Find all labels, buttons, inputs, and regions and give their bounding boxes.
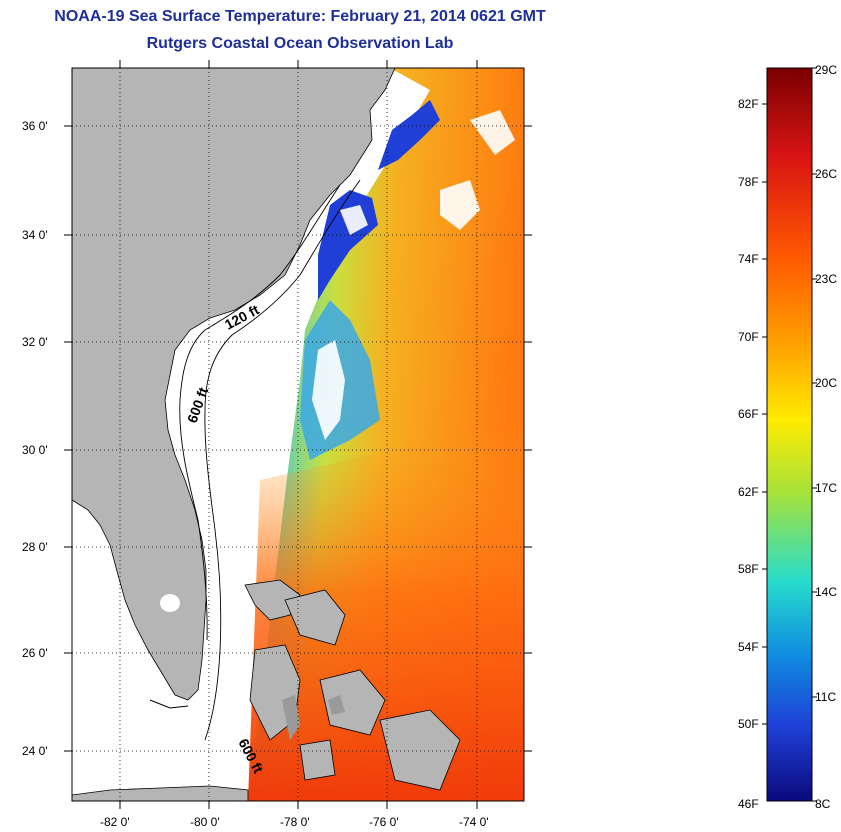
lat-label: 36 0': [22, 119, 48, 133]
lon-label: -82 0': [100, 815, 130, 829]
map-title: NOAA-19 Sea Surface Temperature: Februar…: [54, 8, 546, 25]
cloud-patches: [312, 110, 515, 440]
lat-label: 32 0': [22, 335, 48, 349]
colorbar: [766, 67, 813, 802]
colorbar-c-label: 23C: [815, 272, 837, 286]
lon-label: -76 0': [369, 815, 399, 829]
lon-label: -78 0': [280, 815, 310, 829]
colorbar-c-label: 8C: [815, 797, 831, 811]
colorbar-c-label: 26C: [815, 167, 837, 181]
lat-label: 26 0': [22, 646, 48, 660]
lon-label: -80 0': [190, 815, 220, 829]
colorbar-f-ticks: [762, 67, 817, 802]
lon-label: -74 0': [459, 815, 489, 829]
colorbar-c-label: 20C: [815, 376, 837, 390]
lat-label: 28 0': [22, 540, 48, 554]
sst-swath-south: [248, 420, 524, 801]
colorbar-f-label: 54F: [738, 640, 759, 654]
colorbar-f-label: 58F: [738, 562, 759, 576]
contour-120ft: [179, 184, 341, 641]
land-southeast-us: [72, 68, 396, 701]
colorbar-f-label: 46F: [738, 797, 759, 811]
colorbar-f-label: 74F: [738, 252, 759, 266]
colorbar-c-label: 17C: [815, 481, 837, 495]
cold-shelf-water: [318, 100, 440, 300]
land-cuba: [72, 785, 249, 801]
lat-label: 30 0': [22, 443, 48, 457]
contour-600ft: [204, 179, 361, 741]
tick-marks: [64, 60, 532, 809]
florida-keys: [149, 699, 189, 709]
lake-okeechobee: [160, 594, 180, 612]
colorbar-f-label: 82F: [738, 97, 759, 111]
lat-label: 24 0': [22, 744, 48, 758]
colorbar-f-label: 66F: [738, 407, 759, 421]
colorbar-f-label: 50F: [738, 717, 759, 731]
colorbar-c-label: 29C: [815, 63, 837, 77]
colorbar-f-label: 78F: [738, 175, 759, 189]
colorbar-c-label: 14C: [815, 585, 837, 599]
bahamas-islands: [282, 695, 345, 740]
lat-label: 34 0': [22, 228, 48, 242]
colorbar-f-label: 70F: [738, 330, 759, 344]
colorbar-f-label: 62F: [738, 485, 759, 499]
graticule: [72, 68, 524, 801]
colorbar-c-label: 11C: [815, 690, 836, 704]
map-subtitle: Rutgers Coastal Ocean Observation Lab: [146, 35, 454, 52]
